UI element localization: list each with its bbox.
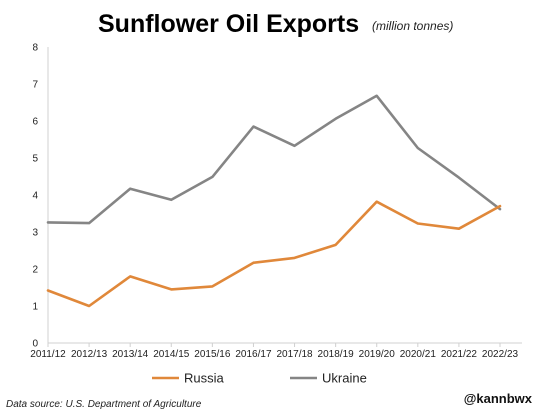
x-tick-label: 2020/21 [400, 349, 437, 360]
x-tick-label: 2022/23 [482, 349, 519, 360]
chart-title: Sunflower Oil Exports [98, 10, 359, 38]
x-tick-label: 2014/15 [153, 349, 190, 360]
y-tick-label: 0 [32, 339, 38, 350]
x-tick-label: 2011/12 [30, 349, 66, 360]
y-tick-label: 3 [32, 228, 38, 239]
x-tick-label: 2019/20 [359, 349, 396, 360]
y-tick-label: 6 [32, 117, 38, 128]
author-handle: @kannbwx [464, 391, 533, 406]
series-layer [46, 94, 502, 308]
chart-title-group: Sunflower Oil Exports (million tonnes) [98, 10, 453, 38]
y-tick-label: 5 [32, 154, 38, 165]
legend-label-russia: Russia [184, 371, 225, 386]
x-tick-label: 2013/14 [112, 349, 149, 360]
y-tick-label: 8 [32, 43, 38, 54]
series-line-russia [46, 200, 502, 308]
x-tick-label: 2021/22 [441, 349, 478, 360]
y-tick-label: 1 [32, 302, 38, 313]
x-tick-label: 2018/19 [318, 349, 355, 360]
data-source-note: Data source: U.S. Department of Agricult… [6, 399, 202, 410]
x-tick-label: 2016/17 [235, 349, 272, 360]
x-tick-label: 2012/13 [71, 349, 108, 360]
chart-subtitle: (million tonnes) [372, 19, 453, 33]
axes: 0 1 2 3 4 5 6 7 8 2011/12 2012/13 2013/14 2014/15 201… [30, 43, 522, 360]
x-tick-label: 2017/18 [276, 349, 313, 360]
legend-label-ukraine: Ukraine [322, 371, 367, 386]
x-tick-label: 2015/16 [194, 349, 231, 360]
y-tick-label: 7 [32, 80, 38, 91]
y-tick-label: 4 [32, 191, 38, 202]
y-tick-label: 2 [32, 265, 38, 276]
series-line-ukraine [46, 94, 502, 225]
legend: Russia Ukraine [152, 371, 367, 386]
